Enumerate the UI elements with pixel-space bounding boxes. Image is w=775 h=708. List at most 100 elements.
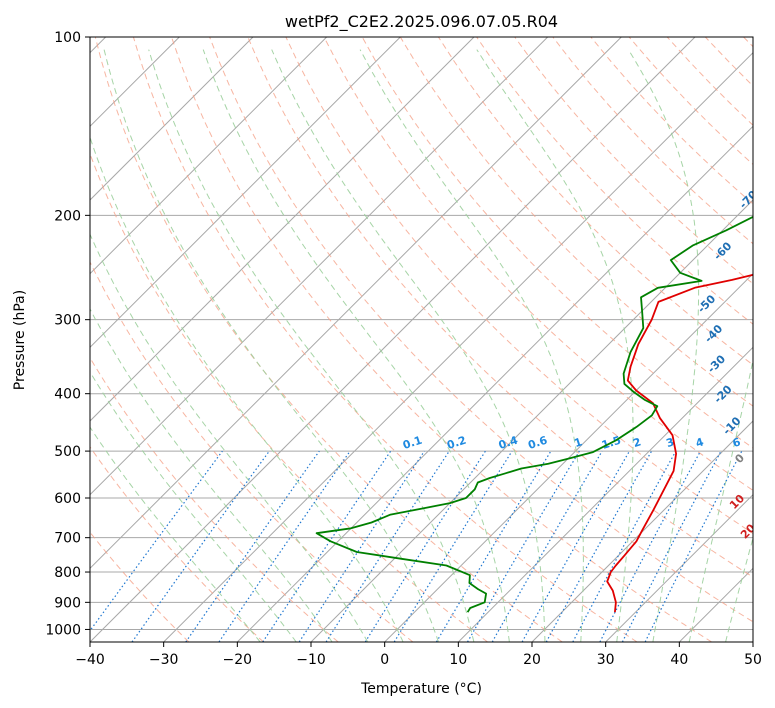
- mixing-ratio-label: 4: [694, 435, 706, 450]
- mixing-ratio-line: [545, 450, 653, 642]
- isotherm-line: [752, 641, 753, 642]
- y-tick-label: 500: [54, 444, 81, 460]
- mixing-ratio-label: 2: [631, 435, 642, 450]
- isotherm-line: [90, 37, 254, 201]
- plot-area: -100-90-80-70-60-50-40-30-20-1000.10.20.…: [90, 37, 775, 642]
- dry-adiabat-line: [90, 356, 339, 642]
- dry-adiabat-line: [94, 37, 563, 642]
- mixing-ratio-label: 3: [665, 435, 676, 450]
- moist-adiabat-line: [90, 233, 369, 642]
- moist-adiabat-line: [359, 49, 584, 642]
- mixing-ratio-line: [325, 450, 450, 642]
- mixing-ratio-line: [521, 450, 631, 642]
- mixing-ratio-line: [185, 450, 320, 642]
- isotherm-line: [90, 37, 622, 570]
- x-tick-label: −20: [223, 652, 253, 668]
- moist-adiabat-line: [103, 49, 439, 642]
- dry-adiabat-line: [90, 446, 264, 642]
- x-tick-label: −10: [296, 652, 326, 668]
- dry-adiabat-line: [552, 37, 753, 245]
- mixing-ratio-label: 0.6: [526, 433, 549, 451]
- y-tick-label: 700: [54, 531, 81, 547]
- dry-adiabat-line: [132, 37, 638, 642]
- x-tick-label: 50: [744, 652, 762, 668]
- dry-adiabat-line: [666, 37, 753, 126]
- x-tick-label: 20: [523, 652, 541, 668]
- dry-adiabat-line: [743, 37, 753, 48]
- moist-adiabat-label: 10: [727, 492, 747, 512]
- y-tick-label: 800: [54, 565, 81, 581]
- adiabat-label: -60: [711, 239, 734, 262]
- dry-adiabat-line: [171, 37, 712, 642]
- mixing-ratio-line: [364, 450, 486, 642]
- moist-adiabat-line: [688, 358, 753, 642]
- isotherm-line: [384, 272, 753, 642]
- moist-adiabat-line: [271, 49, 546, 642]
- mixing-ratio-label: 0.4: [497, 433, 520, 451]
- chart-title: wetPf2_C2E2.2025.096.07.05.R04: [285, 12, 558, 32]
- moist-adiabat-line: [90, 426, 261, 642]
- mixing-ratio-line: [393, 450, 513, 642]
- x-tick-label: −30: [149, 652, 179, 668]
- x-tick-label: 40: [670, 652, 688, 668]
- y-axis: 100 200 300 400 500 600 700 800 900 1000: [45, 30, 90, 638]
- isotherm-line: [90, 37, 696, 642]
- adiabat-label: -30: [705, 352, 728, 375]
- dry-adiabat-line: [514, 37, 753, 285]
- dewpoint-profile-line: [315, 215, 753, 613]
- dry-adiabat-line: [90, 260, 414, 642]
- isotherm-line: [236, 125, 753, 642]
- moist-adiabat-line: [202, 49, 510, 642]
- dry-adiabat-line: [323, 37, 753, 491]
- mixing-ratio-line: [218, 450, 351, 642]
- temperature-profile-line: [606, 273, 753, 613]
- dry-adiabat-line: [209, 37, 753, 623]
- y-tick-label: 900: [54, 595, 81, 611]
- moist-adiabat-line: [90, 135, 404, 642]
- moist-adiabat-line: [627, 49, 700, 642]
- isotherm-line: [163, 51, 753, 642]
- mixing-ratio-line: [644, 450, 743, 642]
- moist-adiabat-label: 30: [751, 553, 771, 573]
- y-tick-label: 600: [54, 491, 81, 507]
- dry-adiabat-line: [90, 531, 190, 642]
- isotherm-line: [90, 37, 475, 422]
- mixing-ratio-line: [599, 450, 702, 642]
- moist-adiabat-line: [725, 536, 753, 642]
- isotherm-line: [457, 346, 753, 642]
- x-tick-label: −40: [75, 652, 105, 668]
- x-tick-label: 30: [597, 652, 615, 668]
- mixing-ratio-label: 0.2: [445, 434, 468, 452]
- mixing-ratio-line: [298, 450, 425, 642]
- moist-adiabat-line: [476, 49, 634, 642]
- isotherm-line: [678, 567, 753, 642]
- x-tick-label: 10: [449, 652, 467, 668]
- adiabat-label: -70: [737, 188, 760, 211]
- adiabat-label: -40: [702, 322, 725, 345]
- isotherm-line: [605, 493, 753, 642]
- moist-adiabat-line: [90, 370, 297, 642]
- isotherm-line: [90, 37, 401, 349]
- y-tick-label: 300: [54, 313, 81, 329]
- moist-adiabat-line: [148, 49, 475, 642]
- dry-adiabat-line: [285, 37, 753, 535]
- y-tick-label: 100: [54, 30, 81, 46]
- y-tick-label: 400: [54, 387, 81, 403]
- mixing-ratio-label: 8: [760, 435, 771, 450]
- isotherm-line: [90, 37, 328, 275]
- isotherm-line: [90, 37, 549, 496]
- adiabat-label: 0: [732, 451, 747, 466]
- y-tick-label: 1000: [45, 622, 81, 638]
- mixing-ratio-line: [262, 450, 392, 642]
- adiabat-label: -80: [760, 139, 775, 162]
- dry-adiabat-line: [590, 37, 753, 205]
- y-axis-label: Pressure (hPa): [12, 290, 28, 390]
- plot-frame: [89, 36, 754, 643]
- x-axis: −40 −30 −20 −10 0 10 20 30 40 50: [75, 642, 762, 668]
- mixing-ratio-line: [90, 450, 223, 632]
- dry-adiabat-line: [90, 152, 488, 642]
- moist-adiabat-label: 40: [767, 581, 775, 601]
- moist-adiabat-label: 20: [738, 521, 758, 541]
- dry-adiabat-line: [437, 37, 753, 366]
